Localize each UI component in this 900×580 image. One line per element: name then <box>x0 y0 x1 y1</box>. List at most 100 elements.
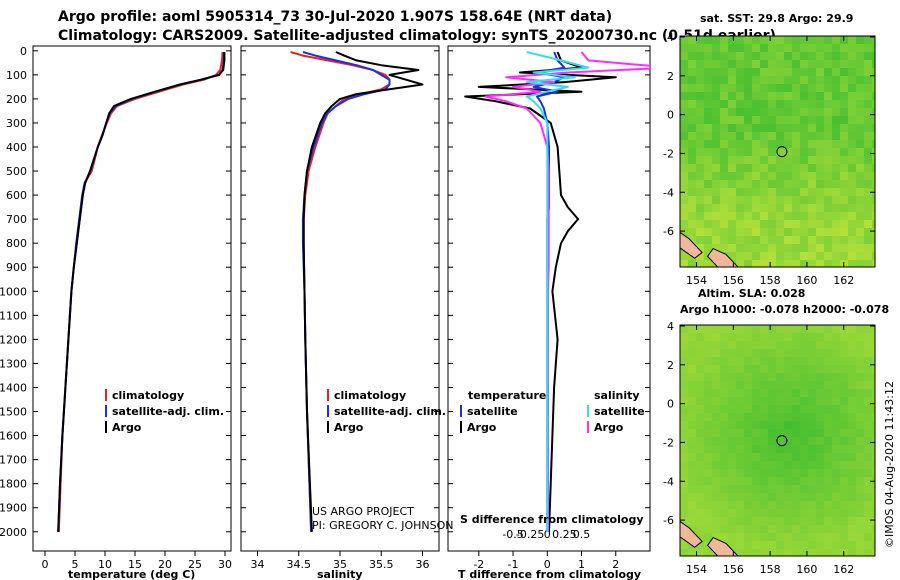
map-cell <box>872 180 875 188</box>
map-cell <box>704 397 712 405</box>
map-cell <box>784 517 792 525</box>
map-cell <box>792 180 800 188</box>
land-polygon <box>706 247 739 267</box>
map-cell <box>832 132 840 140</box>
map-cell <box>824 60 832 68</box>
map-cell <box>856 397 864 405</box>
map-cell <box>712 333 720 341</box>
map-cell <box>792 365 800 373</box>
map-cell <box>856 525 864 533</box>
map-cell <box>704 413 712 421</box>
map-cell <box>720 509 728 517</box>
map-cell <box>816 164 824 172</box>
map-cell <box>696 36 704 44</box>
map-cell <box>752 517 760 525</box>
map-cell <box>744 357 752 365</box>
map-cell <box>816 341 824 349</box>
map-cell <box>688 493 696 501</box>
map-cell <box>800 196 808 204</box>
legend-title: salinity <box>594 389 640 402</box>
map-cell <box>784 212 792 220</box>
map-cell <box>728 325 736 333</box>
map-cell <box>840 204 848 212</box>
map-cell <box>744 517 752 525</box>
x-tick-label: 0 <box>544 558 551 571</box>
map-cell <box>688 116 696 124</box>
s-difference-axis-label: S difference from climatology <box>460 513 644 526</box>
map-cell <box>696 549 704 556</box>
map-cell <box>712 212 720 220</box>
map-cell <box>856 92 864 100</box>
salinity-series <box>290 51 424 532</box>
map-cell <box>768 397 776 405</box>
map-cell <box>680 365 688 373</box>
map-cell <box>872 421 875 429</box>
map-cell <box>816 381 824 389</box>
map-cell <box>816 405 824 413</box>
map-cell <box>816 461 824 469</box>
map-cell <box>792 124 800 132</box>
map-cell <box>816 349 824 357</box>
map-cell <box>776 108 784 116</box>
map-cell <box>680 549 688 556</box>
map-cell <box>712 92 720 100</box>
map-cell <box>688 333 696 341</box>
map-cell <box>864 140 872 148</box>
map-cell <box>744 397 752 405</box>
map-cell <box>808 196 816 204</box>
map-cell <box>808 533 816 541</box>
legend-label: Argo <box>112 421 142 434</box>
map-cell <box>696 52 704 60</box>
map-cell <box>704 116 712 124</box>
map-cell <box>848 76 856 84</box>
map-cell <box>680 180 688 188</box>
map-cell <box>816 525 824 533</box>
difference-legend: temperature salinity satellite Argo sate… <box>460 389 645 434</box>
map-cell <box>712 437 720 445</box>
map-cell <box>736 116 744 124</box>
map-cell <box>864 493 872 501</box>
map-cell <box>736 52 744 60</box>
map-cell <box>704 373 712 381</box>
map-cell <box>768 188 776 196</box>
map-cell <box>856 124 864 132</box>
map-cell <box>832 260 840 267</box>
map-cell <box>848 92 856 100</box>
map-cell <box>864 485 872 493</box>
map-cell <box>832 429 840 437</box>
map-cell <box>696 381 704 389</box>
map-cell <box>712 188 720 196</box>
map-cell <box>760 228 768 236</box>
map-cell <box>712 501 720 509</box>
map-cell <box>776 172 784 180</box>
map-cell <box>840 501 848 509</box>
map-cell <box>848 140 856 148</box>
map-cell <box>720 100 728 108</box>
depth-tick-label: 200 <box>6 93 27 106</box>
map-cell <box>744 485 752 493</box>
map-cell <box>784 461 792 469</box>
depth-tick-label: 800 <box>6 237 27 250</box>
map-cell <box>784 172 792 180</box>
map-cell <box>688 413 696 421</box>
x-tick-label: 36 <box>416 558 430 571</box>
map-cell <box>768 220 776 228</box>
map-cell <box>792 36 800 44</box>
map-cell <box>744 533 752 541</box>
map-cell <box>704 92 712 100</box>
map-cell <box>784 36 792 44</box>
map-cell <box>832 220 840 228</box>
salinity-x-axis: 34 34.5 35 35.5 36 <box>251 551 430 571</box>
map-cell <box>688 485 696 493</box>
depth-tick-label: 1900 <box>0 502 27 515</box>
map-cell <box>856 228 864 236</box>
map-cell <box>856 381 864 389</box>
map-cell <box>832 196 840 204</box>
map-cell <box>744 453 752 461</box>
map-cell <box>704 148 712 156</box>
map-cell <box>688 405 696 413</box>
map-cell <box>800 549 808 556</box>
map-cell <box>816 212 824 220</box>
map-cell <box>688 180 696 188</box>
map-cell <box>872 156 875 164</box>
